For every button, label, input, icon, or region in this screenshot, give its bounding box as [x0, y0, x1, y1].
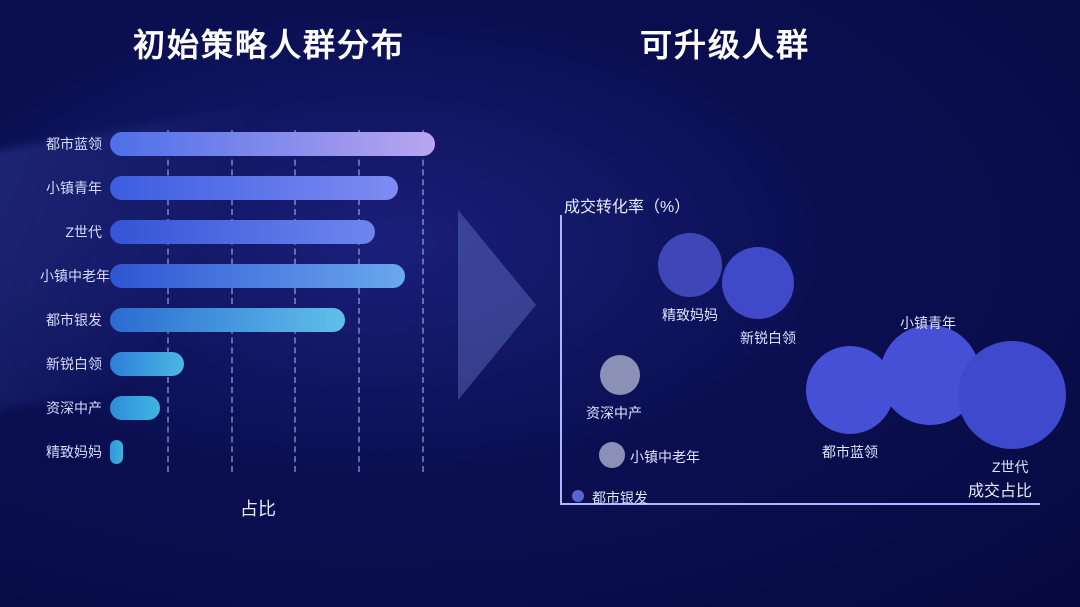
- bubble-label: 新锐白领: [740, 328, 796, 348]
- bar-row: Z世代: [40, 218, 450, 246]
- bubble-label: 资深中产: [586, 403, 642, 423]
- bar-fill: [110, 352, 184, 376]
- bubble-label: 精致妈妈: [662, 305, 718, 325]
- bar-fill: [110, 440, 123, 464]
- bubble-label: 小镇青年: [900, 313, 956, 333]
- bar-chart-xlabel: 占比: [240, 495, 276, 521]
- bubble-label: 都市银发: [592, 488, 648, 508]
- bubble-label: Z世代: [992, 457, 1029, 477]
- bar-row: 新锐白领: [40, 350, 450, 378]
- bar-label: 都市蓝领: [40, 134, 110, 154]
- bar-fill: [110, 132, 435, 156]
- bar-track: [110, 132, 450, 156]
- bubble: [958, 341, 1066, 449]
- bar-track: [110, 440, 450, 464]
- bar-track: [110, 352, 450, 376]
- bar-label: 小镇青年: [40, 178, 110, 198]
- bubble: [599, 442, 625, 468]
- bar-fill: [110, 220, 375, 244]
- bar-fill: [110, 396, 160, 420]
- bar-row: 都市银发: [40, 306, 450, 334]
- bubble-chart: 成交转化率（%） 成交占比 精致妈妈新锐白领资深中产小镇中老年都市银发都市蓝领小…: [560, 215, 1040, 505]
- bar-row: 小镇中老年: [40, 262, 450, 290]
- bar-label: Z世代: [40, 222, 110, 242]
- bubble: [722, 247, 794, 319]
- bar-row: 资深中产: [40, 394, 450, 422]
- bar-fill: [110, 176, 398, 200]
- bar-row: 精致妈妈: [40, 438, 450, 466]
- bubble: [658, 233, 722, 297]
- bar-chart: 都市蓝领小镇青年 Z世代小镇中老年都市银发新锐白领资深中产精致妈妈: [40, 130, 450, 500]
- bar-track: [110, 220, 450, 244]
- bar-fill: [110, 264, 405, 288]
- bar-label: 小镇中老年: [40, 266, 110, 286]
- title-right: 可升级人群: [640, 20, 810, 66]
- bar-label: 都市银发: [40, 310, 110, 330]
- bar-label: 新锐白领: [40, 354, 110, 374]
- bar-label: 资深中产: [40, 398, 110, 418]
- transition-arrow: [458, 210, 536, 400]
- bubble-xlabel: 成交占比: [968, 477, 1032, 501]
- bar-label: 精致妈妈: [40, 442, 110, 462]
- bar-track: [110, 308, 450, 332]
- bar-track: [110, 264, 450, 288]
- title-left: 初始策略人群分布: [133, 20, 405, 66]
- bar-fill: [110, 308, 345, 332]
- bubble-y-axis: [560, 215, 562, 505]
- bubble-label: 都市蓝领: [822, 442, 878, 462]
- bar-row: 都市蓝领: [40, 130, 450, 158]
- bar-row: 小镇青年: [40, 174, 450, 202]
- bubble: [806, 346, 894, 434]
- bubble-label: 小镇中老年: [630, 447, 700, 467]
- bubble-ylabel: 成交转化率（%）: [564, 193, 690, 217]
- bubble: [572, 490, 584, 502]
- bubble: [600, 355, 640, 395]
- bar-track: [110, 396, 450, 420]
- bar-track: [110, 176, 450, 200]
